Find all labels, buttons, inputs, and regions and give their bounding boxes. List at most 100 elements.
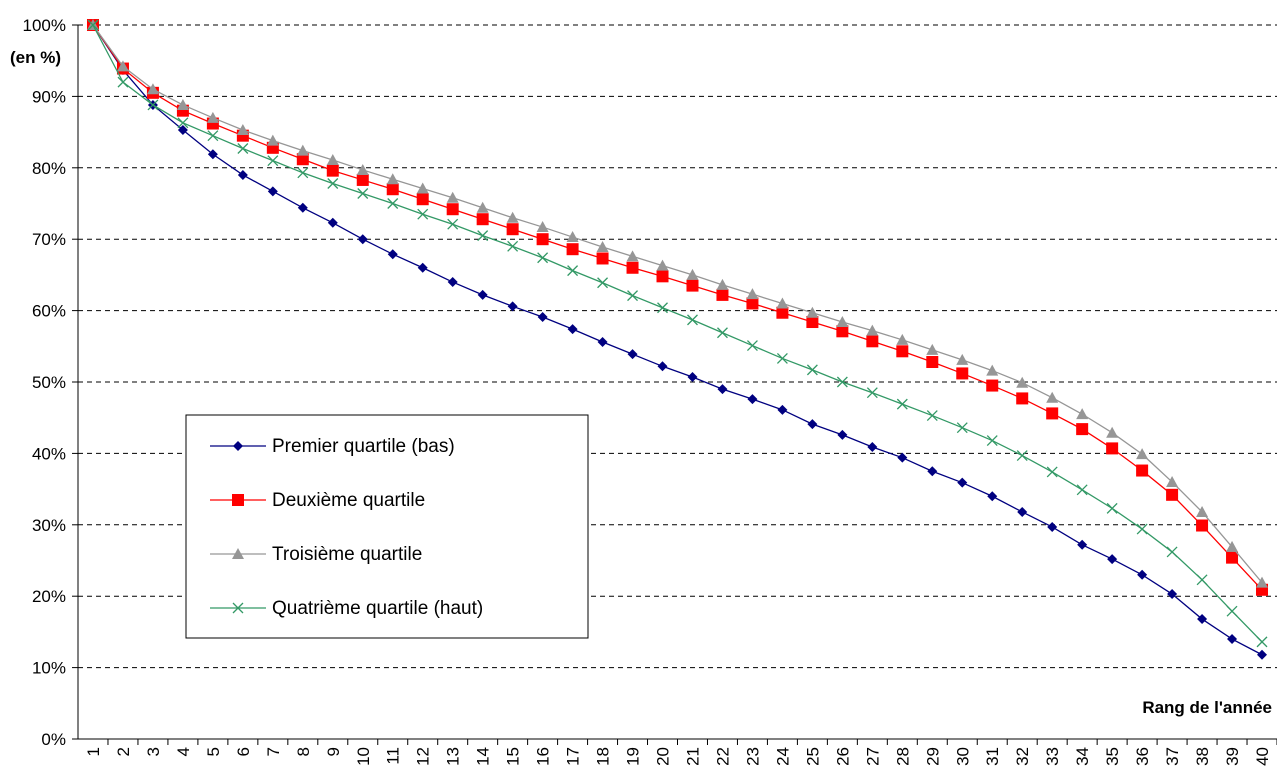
point (836, 376, 848, 388)
legend-marker (233, 441, 243, 451)
point (1046, 466, 1058, 478)
x-tick-label: 4 (174, 747, 193, 756)
y-tick-label: 20% (32, 587, 66, 606)
point (746, 288, 759, 300)
point (807, 419, 818, 430)
point (1136, 523, 1148, 535)
point (836, 316, 849, 328)
x-tick-label: 35 (1103, 747, 1122, 766)
x-tick-label: 27 (863, 747, 882, 766)
point (267, 155, 279, 167)
point (147, 99, 159, 111)
point (446, 203, 459, 216)
y-tick-label: 100% (23, 16, 66, 35)
point (806, 364, 818, 376)
point (1226, 551, 1239, 564)
point (657, 361, 668, 372)
x-tick-label: 5 (204, 747, 223, 756)
point (896, 398, 908, 410)
series-line (92, 24, 1263, 643)
x-tick-label: 11 (384, 747, 403, 765)
point (416, 193, 429, 206)
point (1107, 554, 1118, 565)
y-tick-label: 10% (32, 659, 66, 678)
point (1016, 376, 1029, 388)
y-tick-label: 30% (32, 516, 66, 535)
point (866, 387, 878, 399)
point (476, 201, 489, 213)
point (746, 340, 758, 352)
point (926, 343, 939, 355)
legend-label: Premier quartile (bas) (272, 436, 455, 457)
x-tick-label: 2 (114, 747, 133, 756)
y-tick-label: 80% (32, 159, 66, 178)
point (986, 435, 998, 447)
point (896, 333, 909, 345)
point (1256, 636, 1268, 648)
point (897, 452, 908, 463)
point (1166, 546, 1178, 558)
legend-box (185, 414, 589, 639)
point (596, 241, 609, 253)
x-tick-label: 12 (414, 747, 433, 766)
point (266, 134, 279, 146)
point (176, 98, 189, 110)
point (537, 252, 549, 264)
point (356, 173, 369, 186)
point (1077, 539, 1088, 550)
point (506, 223, 519, 236)
point (417, 262, 428, 273)
point (1166, 488, 1179, 501)
point (926, 410, 938, 422)
point (896, 345, 909, 358)
x-tick-label: 8 (294, 747, 313, 756)
point (177, 117, 189, 129)
x-tick-label: 36 (1133, 747, 1152, 766)
point (536, 221, 549, 233)
point (1136, 448, 1149, 460)
point (506, 211, 519, 223)
legend-marker (232, 548, 244, 559)
point (417, 208, 429, 220)
point (446, 191, 459, 203)
point (117, 76, 129, 88)
point (566, 231, 579, 243)
y-tick-label: 60% (32, 302, 66, 321)
x-tick-label: 7 (264, 747, 283, 756)
point (956, 353, 969, 365)
point (717, 327, 728, 339)
point (1137, 569, 1148, 580)
point (387, 249, 398, 260)
point (566, 243, 579, 256)
point (716, 278, 729, 290)
legend-label: Troisième quartile (272, 544, 422, 565)
point (956, 422, 968, 434)
point (326, 164, 339, 177)
series-line (92, 24, 1263, 584)
point (1046, 407, 1059, 420)
x-tick-label: 13 (444, 747, 463, 766)
point (1167, 589, 1178, 600)
point (267, 186, 278, 197)
legend: Premier quartile (bas) Deuxième quartile T… (185, 414, 589, 639)
point (357, 188, 369, 199)
legend-marker (232, 602, 244, 614)
point (656, 270, 669, 283)
x-tick-label: 29 (923, 747, 942, 766)
point (1196, 505, 1209, 517)
point (1106, 502, 1118, 514)
point (717, 384, 728, 395)
point (1046, 391, 1059, 403)
point (1076, 484, 1088, 496)
x-tick-label: 22 (713, 747, 732, 766)
y-tick-label: 50% (32, 373, 66, 392)
point (116, 60, 129, 72)
point (656, 259, 669, 271)
point (206, 111, 219, 123)
point (926, 356, 939, 369)
point (776, 297, 789, 309)
x-tick-label: 15 (504, 747, 523, 766)
point (387, 198, 399, 209)
point (567, 265, 579, 277)
point (1016, 450, 1028, 462)
